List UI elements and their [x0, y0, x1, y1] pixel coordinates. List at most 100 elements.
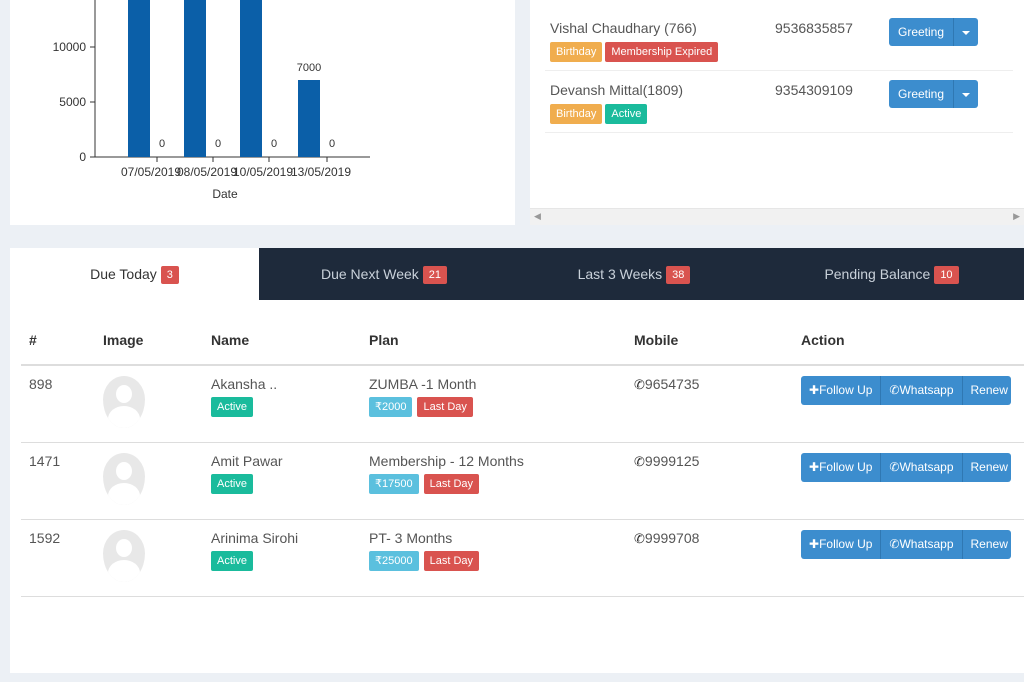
whatsapp-button[interactable]: ✆Whatsapp	[881, 529, 963, 559]
plan-name: Membership - 12 Months	[369, 452, 524, 469]
tab-last-3-weeks[interactable]: Last 3 Weeks 38	[509, 248, 759, 300]
tab-label: Due Today	[90, 266, 157, 282]
caret-down-icon	[962, 92, 971, 97]
amount-badge: ₹2000	[369, 397, 413, 417]
renew-button[interactable]: Renew	[962, 529, 1011, 559]
table-row: 898 Akansha .. Active ZUMBA -1 Month ₹20…	[21, 365, 1024, 443]
tab-count-badge: 10	[934, 266, 959, 285]
x-tick-label: 13/05/2019	[291, 165, 351, 179]
whatsapp-button[interactable]: ✆Whatsapp	[881, 452, 963, 482]
follow-up-button[interactable]: ✚Follow Up	[801, 452, 882, 482]
plus-icon: ✚	[809, 536, 820, 551]
follow-up-label: Follow Up	[819, 383, 873, 397]
status-badge: Active	[211, 550, 253, 571]
whatsapp-label: Whatsapp	[899, 536, 954, 551]
phone-icon: ✆	[634, 530, 645, 546]
greeting-button-group: Greeting	[889, 80, 979, 108]
plan-cell: ZUMBA -1 Month ₹2000 Last Day	[361, 365, 626, 443]
status-badges: Birthday Active	[550, 104, 648, 124]
tab-due-next-week[interactable]: Due Next Week 21	[259, 248, 509, 300]
action-button-group: ✚Follow Up ✆Whatsapp Renew	[801, 452, 1011, 482]
data-label: 0	[215, 138, 221, 150]
member-id: 898	[21, 365, 95, 443]
action-button-group: ✚Follow Up ✆Whatsapp Renew	[801, 376, 1011, 405]
tab-count-badge: 21	[422, 266, 448, 285]
member-name: Arinima Sirohi	[211, 529, 299, 546]
tab-count-badge: 38	[666, 266, 691, 285]
image-cell	[95, 442, 203, 520]
name-cell: Akansha .. Active	[203, 365, 361, 443]
mobile-number: 9999708	[644, 529, 700, 546]
greeting-button[interactable]: Greeting	[889, 80, 955, 108]
table-row: 1471 Amit Pawar Active Membership - 12 M…	[21, 442, 1024, 520]
greeting-button-group: Greeting	[889, 18, 979, 46]
follow-up-label: Follow Up	[819, 536, 873, 551]
birthday-badge: Birthday	[550, 104, 603, 124]
col-header-mobile: Mobile	[626, 316, 793, 366]
action-cell: ✚Follow Up ✆Whatsapp Renew	[793, 519, 1024, 597]
status-badge: Active	[211, 397, 253, 417]
greeting-button[interactable]: Greeting	[889, 18, 955, 46]
member-phone: 9536835857	[775, 20, 853, 36]
plus-icon: ✚	[809, 459, 820, 474]
tab-count-badge: 3	[160, 266, 179, 285]
name-cell: Arinima Sirohi Active	[203, 519, 361, 597]
mobile-number: 9999125	[644, 452, 700, 469]
y-tick-label: 10000	[53, 40, 87, 54]
renewals-panel: Due Today 3 Due Next Week 21 Last 3 Weeks 3…	[10, 248, 1024, 673]
whatsapp-button[interactable]: ✆Whatsapp	[881, 376, 963, 405]
data-label: 0	[329, 138, 335, 150]
plan-name: ZUMBA -1 Month	[369, 376, 477, 392]
tab-bar: Due Today 3 Due Next Week 21 Last 3 Weeks 3…	[10, 248, 1024, 300]
bar	[298, 80, 320, 157]
mobile-cell: ✆9999125	[626, 442, 793, 520]
tab-due-today[interactable]: Due Today 3	[10, 248, 259, 300]
whatsapp-icon: ✆	[889, 459, 900, 474]
renew-button[interactable]: Renew	[962, 376, 1011, 405]
scroll-left-icon[interactable]: ◀	[534, 211, 541, 221]
col-header-image: Image	[95, 316, 203, 366]
whatsapp-icon: ✆	[889, 383, 900, 397]
birthday-row: Vishal Chaudhary (766) 9536835857 Birthd…	[545, 10, 1013, 71]
avatar	[103, 376, 145, 428]
active-badge: Active	[605, 104, 648, 124]
y-tick-label: 5000	[59, 95, 86, 109]
table-header-row: # Image Name Plan Mobile Action	[21, 316, 1024, 366]
follow-up-button[interactable]: ✚Follow Up	[801, 376, 882, 405]
data-label: 0	[159, 138, 165, 150]
member-name: Amit Pawar	[211, 452, 283, 469]
plan-cell: Membership - 12 Months ₹17500 Last Day	[361, 442, 626, 520]
x-tick-label: 07/05/2019	[121, 165, 181, 179]
tab-label: Due Next Week	[320, 266, 419, 282]
x-tick-label: 10/05/2019	[233, 165, 293, 179]
follow-up-button[interactable]: ✚Follow Up	[801, 529, 882, 559]
x-axis-label: Date	[212, 187, 238, 201]
renew-button[interactable]: Renew	[962, 452, 1011, 482]
mobile-cell: ✆9999708	[626, 519, 793, 597]
amount-badge: ₹17500	[369, 473, 419, 494]
member-phone: 9354309109	[775, 82, 853, 98]
avatar	[103, 529, 145, 582]
greeting-dropdown-toggle[interactable]	[954, 18, 979, 46]
due-badge: Last Day	[417, 397, 473, 417]
phone-icon: ✆	[634, 453, 645, 469]
tab-pending-balance[interactable]: Pending Balance 10	[759, 248, 1024, 300]
whatsapp-icon: ✆	[889, 536, 900, 551]
status-badge: Active	[211, 473, 253, 494]
col-header-action: Action	[793, 316, 1024, 366]
avatar	[103, 452, 145, 505]
plan-cell: PT- 3 Months ₹25000 Last Day	[361, 519, 626, 597]
amount-badge: ₹25000	[369, 550, 419, 571]
bar	[240, 0, 262, 157]
horizontal-scrollbar[interactable]: ◀ ▶	[530, 208, 1024, 225]
y-tick-label: 0	[79, 150, 86, 164]
col-header-name: Name	[203, 316, 361, 366]
action-cell: ✚Follow Up ✆Whatsapp Renew	[793, 442, 1024, 520]
scroll-right-icon[interactable]: ▶	[1013, 211, 1020, 221]
membership-expired-badge: Membership Expired	[605, 42, 719, 62]
birthday-badge: Birthday	[550, 42, 603, 62]
due-badge: Last Day	[423, 473, 480, 494]
member-name: Akansha ..	[211, 376, 278, 392]
greeting-dropdown-toggle[interactable]	[954, 80, 979, 108]
tab-label: Last 3 Weeks	[577, 266, 663, 282]
